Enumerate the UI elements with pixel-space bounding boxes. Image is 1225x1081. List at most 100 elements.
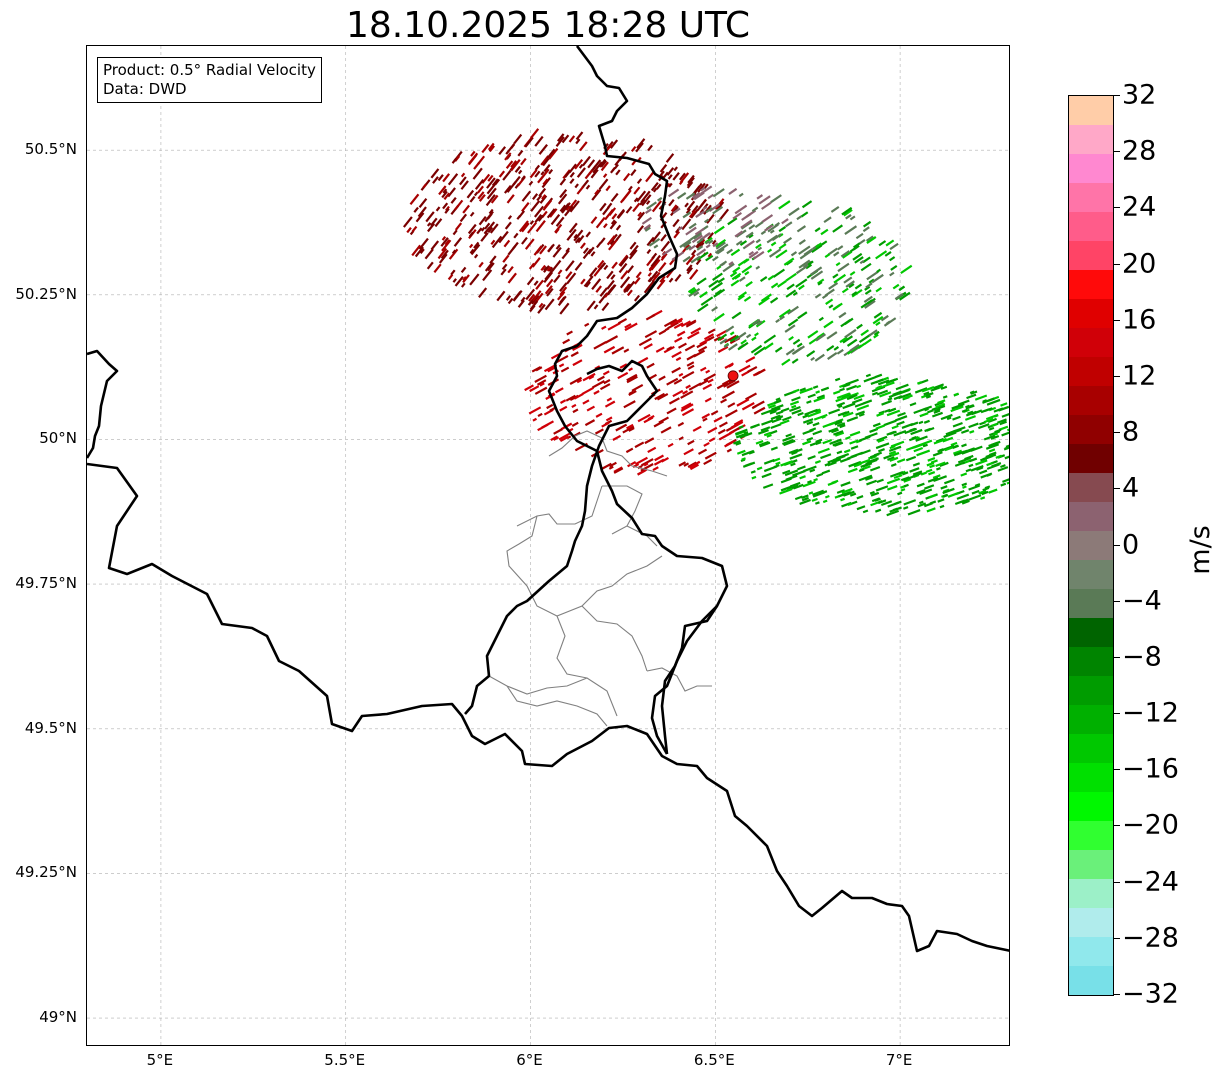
velocity-echo xyxy=(933,475,947,483)
velocity-echo xyxy=(789,405,801,413)
country-border-3 xyxy=(650,605,718,755)
velocity-echo xyxy=(430,217,438,227)
velocity-echo xyxy=(900,264,913,275)
velocity-echo xyxy=(550,353,560,360)
velocity-echo xyxy=(477,191,485,200)
velocity-echo xyxy=(849,343,860,352)
velocity-echo xyxy=(798,245,811,255)
velocity-echo xyxy=(476,227,483,235)
velocity-echo xyxy=(557,269,563,275)
velocity-echo xyxy=(558,363,565,368)
velocity-echo xyxy=(810,270,824,280)
velocity-echo xyxy=(862,226,870,233)
velocity-echo xyxy=(604,400,616,408)
velocity-echo xyxy=(745,392,758,401)
velocity-echo xyxy=(717,428,726,435)
velocity-echo xyxy=(586,405,596,412)
velocity-echo xyxy=(615,224,622,231)
velocity-echo xyxy=(547,366,556,373)
velocity-echo xyxy=(703,458,713,466)
velocity-echo xyxy=(713,336,722,342)
velocity-echo xyxy=(866,457,879,464)
velocity-echo xyxy=(789,400,800,406)
velocity-echo xyxy=(964,415,976,421)
velocity-echo xyxy=(769,229,775,234)
velocity-echo xyxy=(898,388,910,395)
velocity-echo xyxy=(694,227,705,236)
velocity-echo xyxy=(593,390,600,395)
velocity-echo xyxy=(890,264,898,271)
velocity-echo xyxy=(738,364,751,373)
velocity-echo xyxy=(655,183,662,190)
velocity-echo xyxy=(707,239,714,245)
velocity-echo xyxy=(681,218,692,231)
velocity-echo xyxy=(719,260,728,267)
velocity-echo xyxy=(791,358,799,364)
velocity-echo xyxy=(618,262,628,274)
velocity-echo xyxy=(440,249,449,260)
velocity-echo xyxy=(975,459,988,466)
velocity-echo xyxy=(634,441,645,449)
velocity-echo xyxy=(533,245,543,256)
velocity-echo xyxy=(947,491,959,498)
velocity-echo xyxy=(686,181,694,189)
velocity-echo xyxy=(538,302,544,309)
district-border-6 xyxy=(581,605,648,672)
velocity-echo xyxy=(926,461,935,467)
velocity-echo xyxy=(735,441,742,446)
velocity-echo xyxy=(894,292,904,300)
velocity-echo xyxy=(678,172,686,181)
velocity-echo xyxy=(733,440,741,445)
velocity-echo xyxy=(832,273,839,279)
velocity-echo xyxy=(830,428,839,434)
velocity-echo xyxy=(855,410,866,416)
lon-tick-label: 6.5°E xyxy=(693,1051,735,1069)
velocity-echo xyxy=(588,375,595,380)
velocity-echo xyxy=(717,345,729,353)
velocity-echo xyxy=(756,466,763,471)
velocity-echo xyxy=(426,261,434,270)
colorbar-segment xyxy=(1069,415,1113,444)
velocity-echo xyxy=(741,457,746,461)
velocity-echo xyxy=(658,329,667,336)
velocity-echo xyxy=(695,210,706,218)
velocity-echo xyxy=(688,222,697,230)
velocity-echo xyxy=(454,199,464,211)
velocity-echo xyxy=(760,293,772,302)
velocity-echo xyxy=(719,338,728,345)
velocity-echo xyxy=(808,491,814,495)
country-borders xyxy=(87,46,1009,953)
velocity-echo xyxy=(424,248,434,260)
velocity-echo xyxy=(688,382,702,391)
gridlines xyxy=(87,46,1009,1045)
velocity-echo xyxy=(780,460,793,467)
velocity-echo xyxy=(625,280,636,293)
velocity-echo xyxy=(925,395,932,399)
velocity-echo xyxy=(506,194,515,204)
velocity-echo xyxy=(602,206,610,216)
velocity-echo xyxy=(799,475,806,480)
velocity-echo xyxy=(756,194,764,200)
velocity-echo xyxy=(796,225,807,233)
velocity-echo xyxy=(687,286,696,294)
velocity-echo xyxy=(827,247,838,256)
colorbar-segment xyxy=(1069,299,1113,328)
velocity-echo xyxy=(923,419,930,424)
velocity-echo xyxy=(716,201,725,211)
velocity-echo xyxy=(929,464,936,469)
velocity-echo xyxy=(432,176,439,184)
velocity-echo xyxy=(643,462,649,467)
velocity-echo xyxy=(933,383,945,390)
velocity-echo xyxy=(703,373,717,382)
velocity-echo xyxy=(546,278,554,288)
velocity-echo xyxy=(538,143,548,155)
velocity-echo xyxy=(835,395,850,403)
velocity-echo xyxy=(864,432,878,439)
velocity-echo xyxy=(657,196,663,202)
velocity-echo xyxy=(668,397,680,405)
velocity-echo xyxy=(755,238,761,244)
map-area[interactable] xyxy=(86,45,1010,1046)
velocity-echo xyxy=(849,246,858,253)
velocity-echo xyxy=(708,437,716,443)
velocity-echo xyxy=(749,424,757,429)
